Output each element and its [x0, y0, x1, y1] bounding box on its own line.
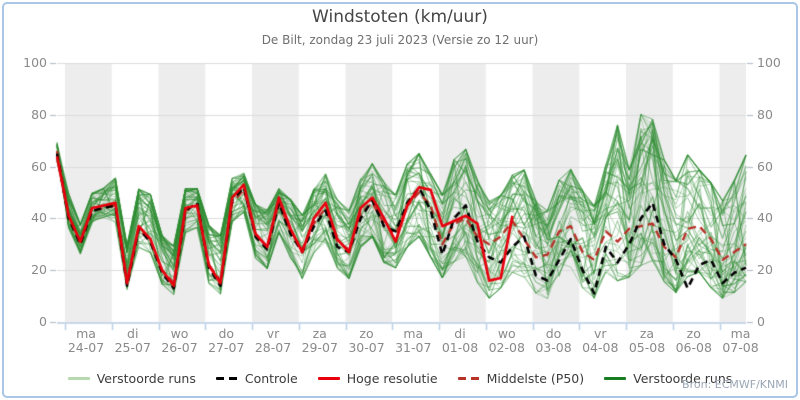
legend-item: Verstoorde runs	[67, 371, 196, 386]
y-tick-label: 40	[31, 210, 47, 226]
x-tick-label: zo 06-08	[675, 326, 712, 355]
line-swatch-icon	[604, 377, 627, 380]
y-tick-label: 20	[31, 262, 47, 278]
x-tick-label: vr 04-08	[582, 326, 619, 355]
dashed-line-swatch-icon	[457, 377, 480, 380]
line-swatch-icon	[67, 377, 90, 380]
legend-label: Middelste (P50)	[486, 371, 585, 386]
legend-item: Hoge resolutie	[317, 371, 438, 386]
x-tick-label: vr 28-07	[254, 326, 292, 355]
y-tick-label: 0	[757, 314, 765, 329]
y-tick-label: 20	[757, 262, 773, 278]
legend-item: Verstoorde runs	[604, 371, 732, 386]
x-tick-label: wo 26-07	[161, 326, 198, 355]
legend: Verstoorde runs Controle Hoge resolutie Mid…	[0, 371, 800, 386]
y-tick-label: 60	[31, 158, 47, 174]
source-credit: Bron: ECMWF/KNMI	[682, 378, 788, 391]
legend-label: Verstoorde runs	[96, 371, 196, 386]
dashed-line-swatch-icon	[215, 377, 238, 380]
x-tick-label: ma 07-08	[722, 326, 759, 355]
x-tick-label: di 01-08	[441, 326, 479, 355]
x-tick-label: wo 02-08	[488, 326, 525, 355]
x-tick-label: za 05-08	[628, 326, 666, 355]
legend-label: Verstoorde runs	[633, 371, 733, 386]
legend-label: Controle	[244, 371, 298, 386]
line-swatch-icon	[317, 377, 340, 380]
y-tick-label: 80	[31, 106, 47, 122]
x-tick-label: za 29-07	[301, 326, 338, 355]
legend-item: Middelste (P50)	[457, 371, 585, 386]
y-tick-label: 80	[757, 106, 773, 122]
x-tick-label: zo 30-07	[348, 326, 385, 355]
x-tick-label: do 27-07	[208, 326, 245, 355]
y-tick-label: 0	[39, 314, 47, 329]
x-tick-label: ma 31-07	[395, 326, 432, 355]
chart-subtitle: De Bilt, zondag 23 juli 2023 (Versie zo …	[261, 33, 539, 47]
legend-item: Controle	[215, 371, 298, 386]
legend-label: Hoge resolutie	[346, 371, 438, 386]
y-tick-label: 60	[757, 158, 773, 174]
y-tick-label: 40	[757, 210, 773, 226]
y-tick-label: 100	[757, 55, 781, 70]
y-tick-label: 100	[23, 55, 47, 70]
x-tick-label: di 25-07	[114, 326, 151, 355]
chart-title: Windstoten (km/uur)	[312, 7, 488, 27]
x-tick-label: ma 24-07	[67, 326, 105, 355]
x-tick-label: do 03-08	[535, 326, 572, 355]
